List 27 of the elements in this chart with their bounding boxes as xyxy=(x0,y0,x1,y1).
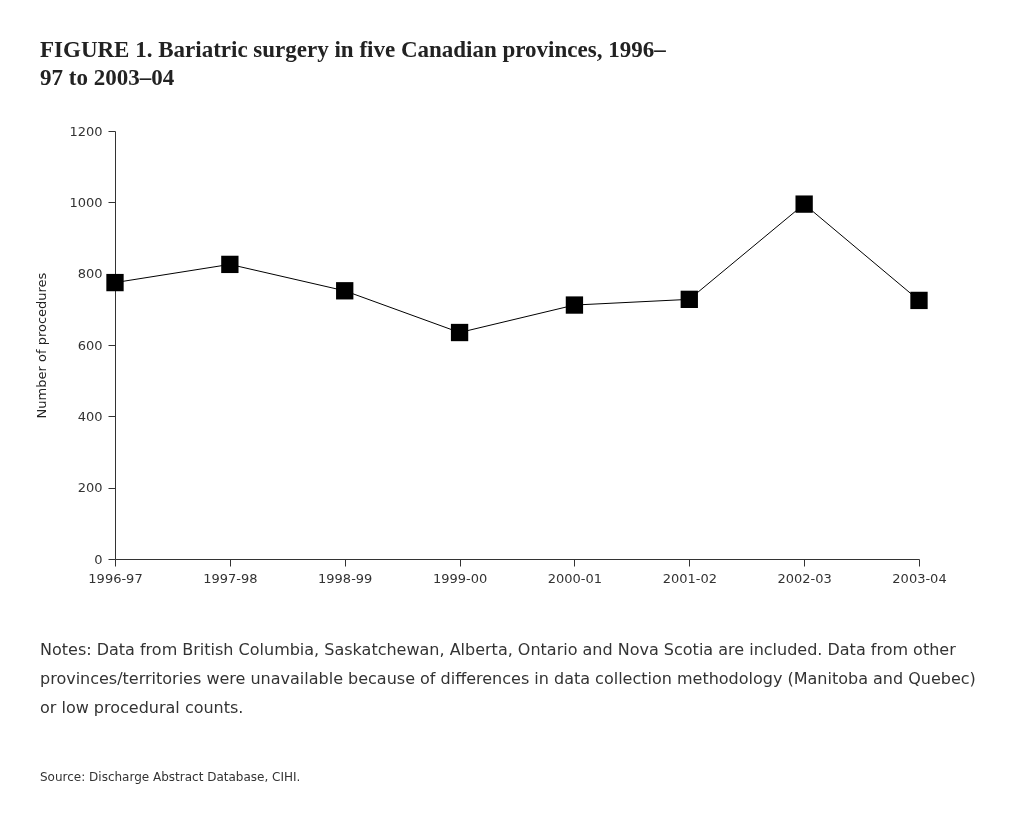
point xyxy=(221,255,239,274)
x-tick-label: 2000-01 xyxy=(547,570,603,586)
x-tick-label: 2003-04 xyxy=(892,570,947,586)
chart-title: FIGURE 1. Bariatric surgery in five Canadian provinces, 1996–97 to 2003–04 xyxy=(40,36,667,92)
x-tick-label: 1998-99 xyxy=(318,570,373,586)
x-tick-label: 1999-00 xyxy=(432,570,488,586)
source-note: Source: Discharge Abstract Database, CIHI. xyxy=(40,770,301,784)
x-tick-label: 2001-02 xyxy=(662,570,717,586)
point xyxy=(795,195,813,213)
y-tick-label: 200 xyxy=(77,480,103,496)
text: Notes: Data from British Columbia, Saskatchewan, Alberta, Ontario and Nova Scotia are included. Data from other provinces/territories were unavailable because of differences in data collection methodology (Manitoba and Quebec) or low procedural counts. xyxy=(40,639,977,719)
y-tick-label: 400 xyxy=(77,408,103,424)
y-tick-label: 1000 xyxy=(69,194,103,210)
point xyxy=(910,291,928,310)
y-axis-title: Number of procedures xyxy=(34,272,50,419)
y-tick-label: 1200 xyxy=(69,123,103,139)
y-tick-label: 600 xyxy=(77,337,103,353)
x-tick-label: 1996-97 xyxy=(88,570,143,586)
point xyxy=(565,296,584,314)
y-tick-label: 0 xyxy=(94,551,103,567)
point xyxy=(336,282,354,300)
y-tick-label: 800 xyxy=(77,266,103,282)
point xyxy=(450,323,469,342)
x-tick-label: 2002-03 xyxy=(777,570,832,586)
point xyxy=(106,273,124,292)
point xyxy=(680,290,698,309)
x-tick-label: 1997-98 xyxy=(203,570,258,586)
